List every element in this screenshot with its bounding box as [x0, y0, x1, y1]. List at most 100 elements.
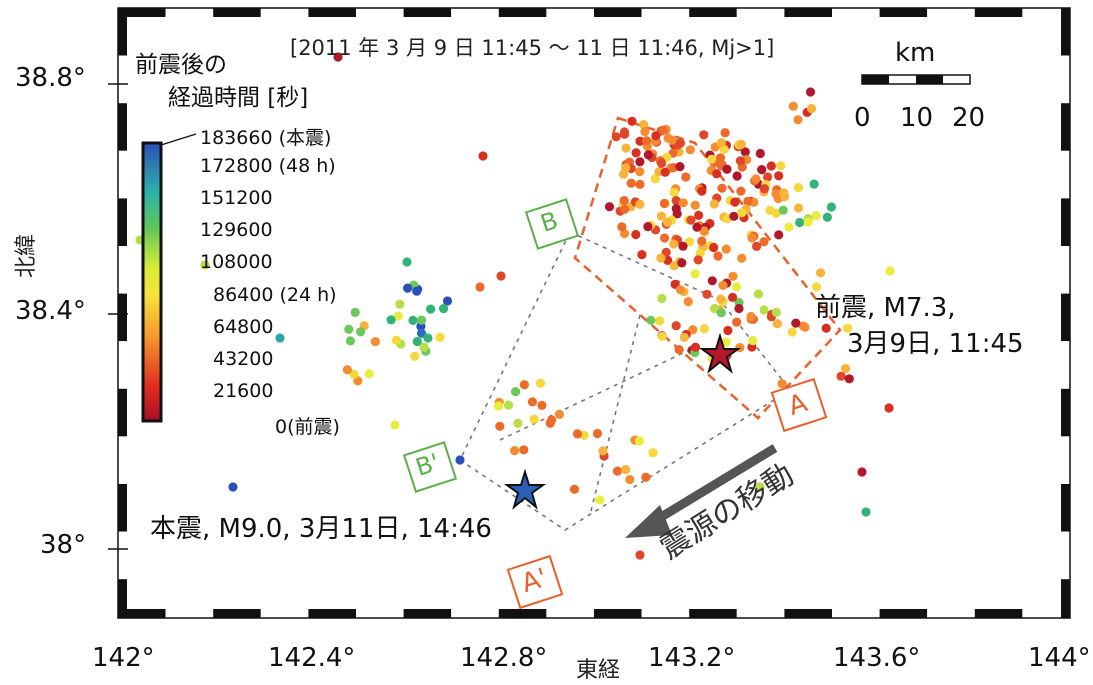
earthquake-dot [805, 87, 816, 97]
earthquake-dot [702, 289, 712, 299]
earthquake-dot [475, 282, 485, 292]
earthquake-dot [403, 283, 413, 293]
earthquake-dot [635, 550, 645, 560]
earthquake-dot [669, 187, 679, 198]
earthquake-dot [677, 258, 687, 268]
earthquake-dot [669, 239, 679, 249]
frame-segment [118, 150, 127, 199]
earthquake-dot [342, 365, 352, 375]
earthquake-dot [684, 237, 695, 247]
frame-segment [594, 609, 642, 618]
earthquake-dot [710, 303, 720, 314]
earthquake-dot [495, 421, 505, 431]
frame-segment [879, 8, 928, 17]
earthquake-dot [657, 331, 667, 341]
earthquake-dot [755, 482, 765, 492]
earthquake-dot [728, 292, 738, 302]
earthquake-dot [678, 198, 688, 208]
earthquake-dot [681, 172, 691, 182]
earthquake-dot [408, 315, 418, 325]
earthquake-dot [748, 336, 758, 346]
earthquake-dot [663, 133, 673, 143]
frame-segment [118, 609, 166, 618]
earthquake-dot [671, 196, 681, 206]
earthquake-dot [617, 222, 627, 232]
earthquake-dot [718, 280, 728, 290]
colorbar-tick-0: 183660 (本震) [200, 127, 332, 149]
earthquake-dot [395, 299, 405, 309]
earthquake-dot [620, 204, 630, 214]
earthquake-dot [732, 317, 742, 327]
x-tick-142: 142° [92, 643, 155, 673]
earthquake-dot [657, 293, 667, 304]
earthquake-dot [349, 369, 359, 379]
earthquake-dot [598, 446, 608, 456]
section-a-prime-label-box [506, 554, 564, 610]
earthquake-dot [779, 188, 789, 198]
earthquake-dot [771, 307, 782, 317]
earthquake-dot [612, 466, 623, 476]
earthquake-dot [527, 397, 538, 407]
earthquake-dot [716, 308, 726, 318]
earthquake-dot [493, 401, 504, 411]
earthquake-dot [735, 156, 746, 166]
earthquake-dots [135, 52, 895, 560]
earthquake-dot [707, 154, 717, 164]
earthquake-dot [478, 151, 488, 161]
earthquake-dot [390, 420, 400, 430]
earthquake-dot [200, 260, 210, 270]
earthquake-dot [344, 324, 354, 334]
earthquake-dot [690, 200, 700, 210]
earthquake-dot [637, 250, 647, 260]
earthquake-dot [816, 268, 826, 278]
frame-segment [165, 8, 214, 17]
earthquake-dot [671, 204, 681, 214]
earthquake-dot [844, 374, 854, 384]
earthquake-dot [699, 130, 709, 140]
frame-segment [546, 609, 594, 618]
frame-segment [1061, 388, 1070, 437]
earthquake-dot [683, 297, 693, 307]
earthquake-dot [716, 138, 727, 148]
earthquake-dot [721, 337, 731, 347]
colorbar-tick-9: 0(前震) [275, 416, 340, 438]
frame-segment [784, 8, 832, 17]
earthquake-dot [635, 136, 645, 146]
scale-label-0: 0 [854, 103, 871, 133]
frame-segment [308, 8, 356, 17]
frame-segment [308, 609, 356, 618]
earthquake-dot [795, 217, 805, 228]
frame-segment [1061, 341, 1070, 389]
x-tick-143-6: 143.6° [833, 643, 921, 673]
earthquake-dot [439, 304, 449, 314]
frame-segment [498, 8, 547, 17]
earthquake-dot [811, 211, 821, 221]
earthquake-dot [660, 167, 670, 177]
migration-arrow [625, 444, 778, 538]
section-b-box [458, 230, 792, 531]
earthquake-dot [755, 148, 765, 159]
earthquake-dot [626, 178, 636, 188]
earthquake-dot [417, 315, 427, 325]
earthquake-dot [822, 212, 833, 222]
scale-label-20: 20 [952, 103, 986, 133]
earthquake-dot [356, 327, 366, 337]
earthquake-dot [660, 233, 670, 243]
earthquake-dot [716, 294, 726, 304]
frame-segment [832, 8, 880, 17]
x-tick-142-8: 142.8° [460, 643, 548, 673]
earthquake-dot [753, 289, 764, 299]
frame-segment [641, 8, 690, 17]
earthquake-dot [416, 328, 427, 338]
earthquake-dot [736, 186, 746, 196]
earthquake-dot [777, 379, 787, 389]
earthquake-dot [661, 247, 671, 257]
earthquake-dot [771, 208, 781, 218]
section-b-label-box [524, 198, 580, 250]
earthquake-dot [717, 183, 727, 193]
earthquake-dot [806, 103, 817, 114]
earthquake-dot [537, 400, 547, 410]
earthquake-dot [793, 115, 803, 125]
frame-segment [594, 8, 642, 17]
earthquake-dot [772, 319, 783, 329]
